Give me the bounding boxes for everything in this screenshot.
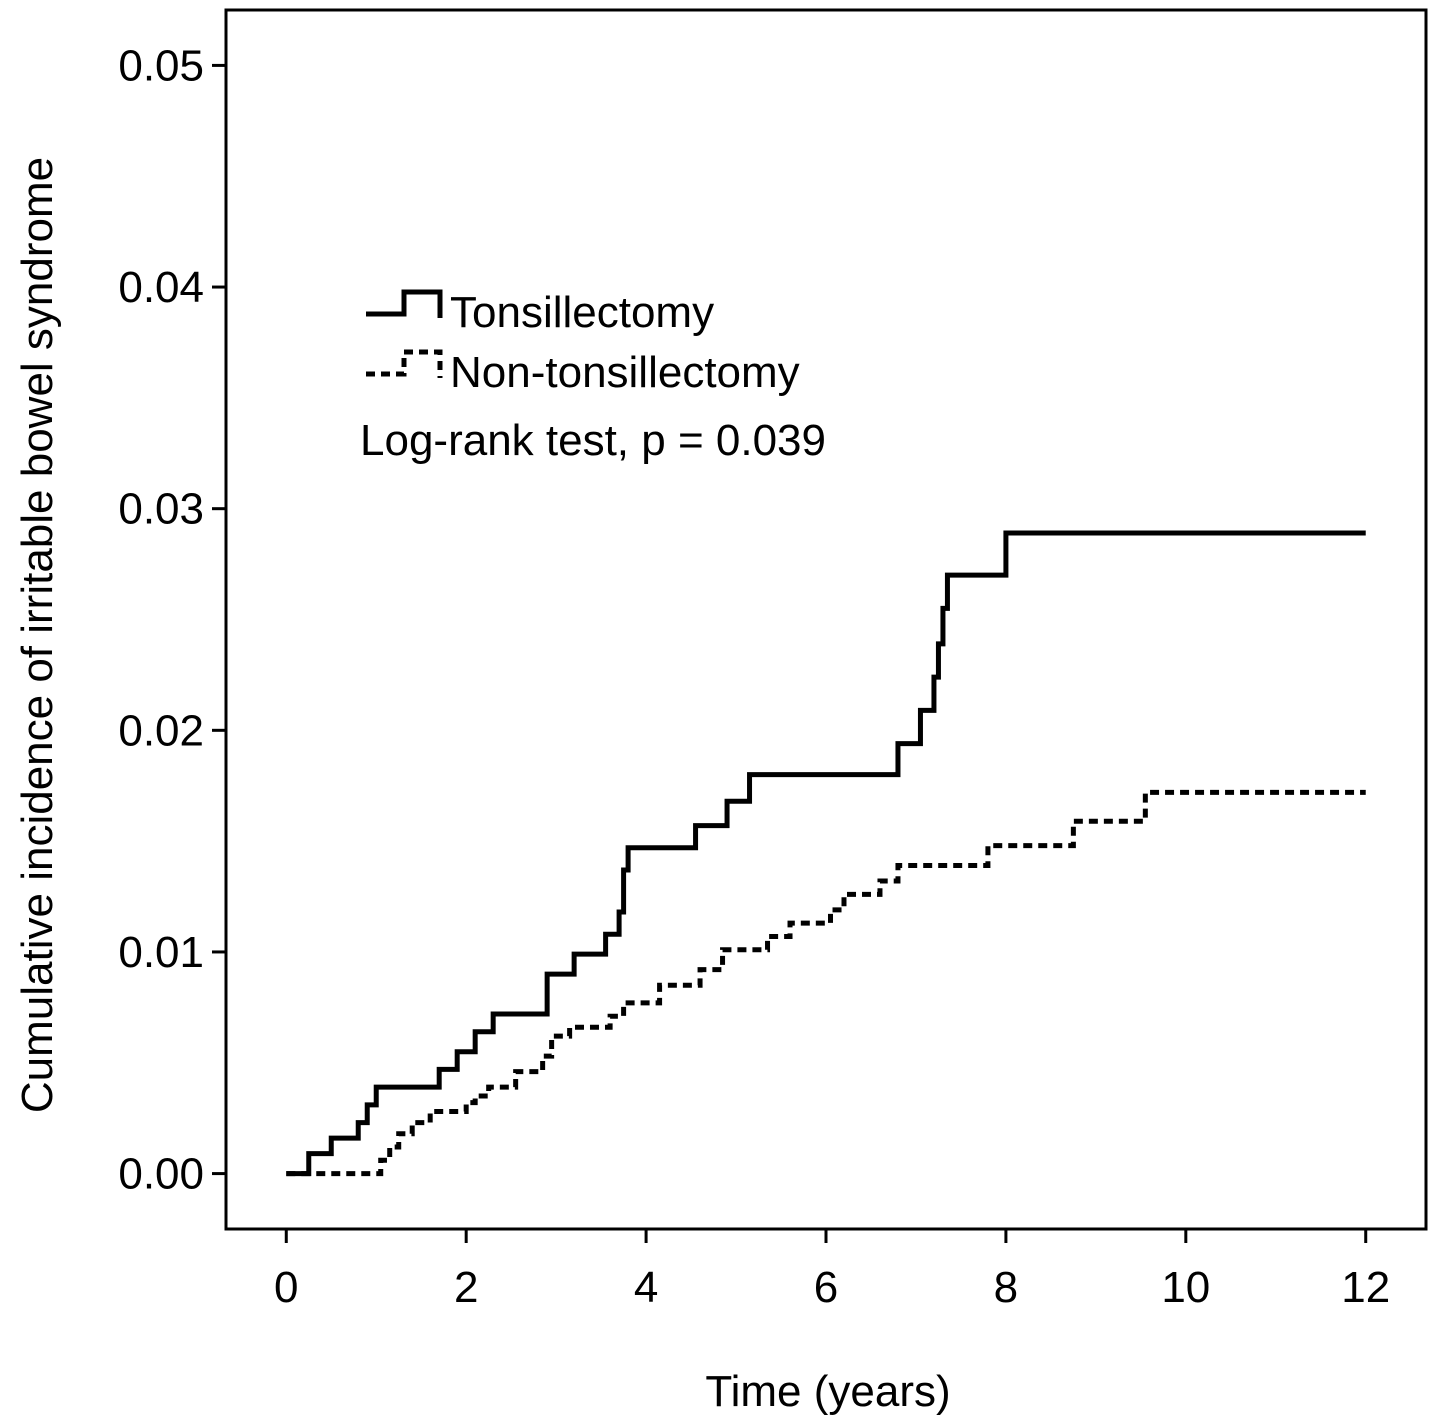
x-tick-label: 0 bbox=[274, 1263, 298, 1312]
x-tick-label: 6 bbox=[814, 1263, 838, 1312]
y-axis: 0.00 0.01 0.02 0.03 0.04 0.05 bbox=[118, 41, 226, 1199]
x-tick-label: 2 bbox=[454, 1263, 478, 1312]
x-axis: 0 2 4 6 8 10 12 bbox=[274, 1229, 1390, 1312]
y-axis-label: Cumulative incidence of irritable bowel … bbox=[13, 157, 62, 1113]
x-axis-label: Time (years) bbox=[705, 1367, 950, 1416]
legend-swatch-0 bbox=[366, 289, 443, 318]
y-tick-label: 0.00 bbox=[118, 1150, 204, 1199]
plot-frame bbox=[224, 8, 1428, 1231]
x-tick-label: 8 bbox=[994, 1263, 1018, 1312]
legend-label-0: Tonsillectomy bbox=[450, 288, 714, 337]
legend: Tonsillectomy Non-tonsillectomy bbox=[366, 288, 800, 397]
y-tick-label: 0.01 bbox=[118, 928, 204, 977]
x-tick-label: 12 bbox=[1341, 1263, 1390, 1312]
series-layer bbox=[286, 530, 1366, 1177]
legend-label-1: Non-tonsillectomy bbox=[450, 348, 800, 397]
legend-swatch-1 bbox=[366, 349, 443, 378]
log-rank-annotation: Log-rank test, p = 0.039 bbox=[360, 416, 826, 465]
y-tick-label: 0.03 bbox=[118, 485, 204, 534]
series-line-0 bbox=[286, 530, 1366, 1177]
x-tick-label: 10 bbox=[1161, 1263, 1210, 1312]
y-tick-label: 0.05 bbox=[118, 41, 204, 90]
y-tick-label: 0.04 bbox=[118, 263, 204, 312]
y-tick-label: 0.02 bbox=[118, 706, 204, 755]
x-tick-label: 4 bbox=[634, 1263, 658, 1312]
series-line-1 bbox=[286, 789, 1366, 1177]
